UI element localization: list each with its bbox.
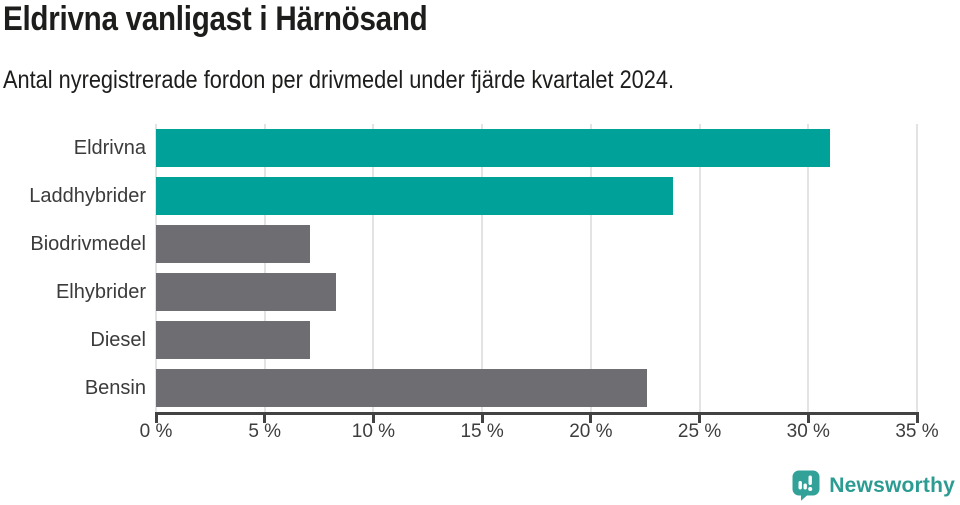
x-tick-label: 35 % <box>895 421 939 442</box>
x-tick-label: 30 % <box>786 421 830 442</box>
bar-laddhybrider <box>156 177 674 215</box>
x-tick-label: 25 % <box>677 421 722 442</box>
gridline <box>263 124 266 412</box>
gridline <box>372 124 375 412</box>
gridline <box>155 124 157 412</box>
bar-diesel <box>156 321 311 359</box>
gridline <box>589 124 592 412</box>
category-label: Biodrivmedel <box>30 233 146 255</box>
gridline <box>481 124 484 412</box>
bar-bensin <box>156 369 648 407</box>
x-tick-label: 5 % <box>248 421 282 442</box>
x-tick-label: 15 % <box>460 421 504 442</box>
x-tick-label: 10 % <box>351 421 396 442</box>
bar-chart: Eldrivna Laddhybrider Biodrivmedel Elhybrid… <box>0 124 939 442</box>
newsworthy-pin-barchart-icon <box>792 470 820 501</box>
category-label: Bensin <box>84 377 146 399</box>
plot-area <box>155 124 918 412</box>
gridline <box>916 124 918 412</box>
category-label: Diesel <box>90 329 146 351</box>
x-axis-line <box>155 412 919 415</box>
x-tick-label: 0 % <box>139 421 173 442</box>
bar-eldrivna <box>156 129 831 167</box>
newsworthy-logo-text: Newsworthy <box>829 473 955 497</box>
gridline <box>698 124 701 412</box>
chart-subtitle: Antal nyregistrerade fordon per drivmede… <box>3 66 675 94</box>
category-label: Laddhybrider <box>29 185 146 207</box>
newsworthy-logo: Newsworthy <box>791 470 955 501</box>
x-tick-label: 20 % <box>569 421 613 442</box>
category-labels: Eldrivna Laddhybrider Biodrivmedel Elhybrid… <box>0 124 146 412</box>
category-label: Elhybrider <box>55 281 146 303</box>
bar-elhybrider <box>156 273 337 311</box>
gridline <box>807 124 810 412</box>
chart-title: Eldrivna vanligast i Härnösand <box>3 0 428 38</box>
category-label: Eldrivna <box>73 137 146 159</box>
bar-biodrivmedel <box>156 225 311 263</box>
